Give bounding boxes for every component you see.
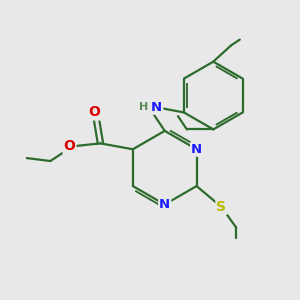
Text: S: S (216, 200, 226, 214)
Text: N: N (159, 198, 170, 211)
Text: N: N (151, 101, 162, 114)
Text: O: O (64, 139, 76, 153)
Text: N: N (191, 143, 202, 156)
Text: O: O (88, 106, 101, 119)
Text: H: H (139, 102, 148, 112)
